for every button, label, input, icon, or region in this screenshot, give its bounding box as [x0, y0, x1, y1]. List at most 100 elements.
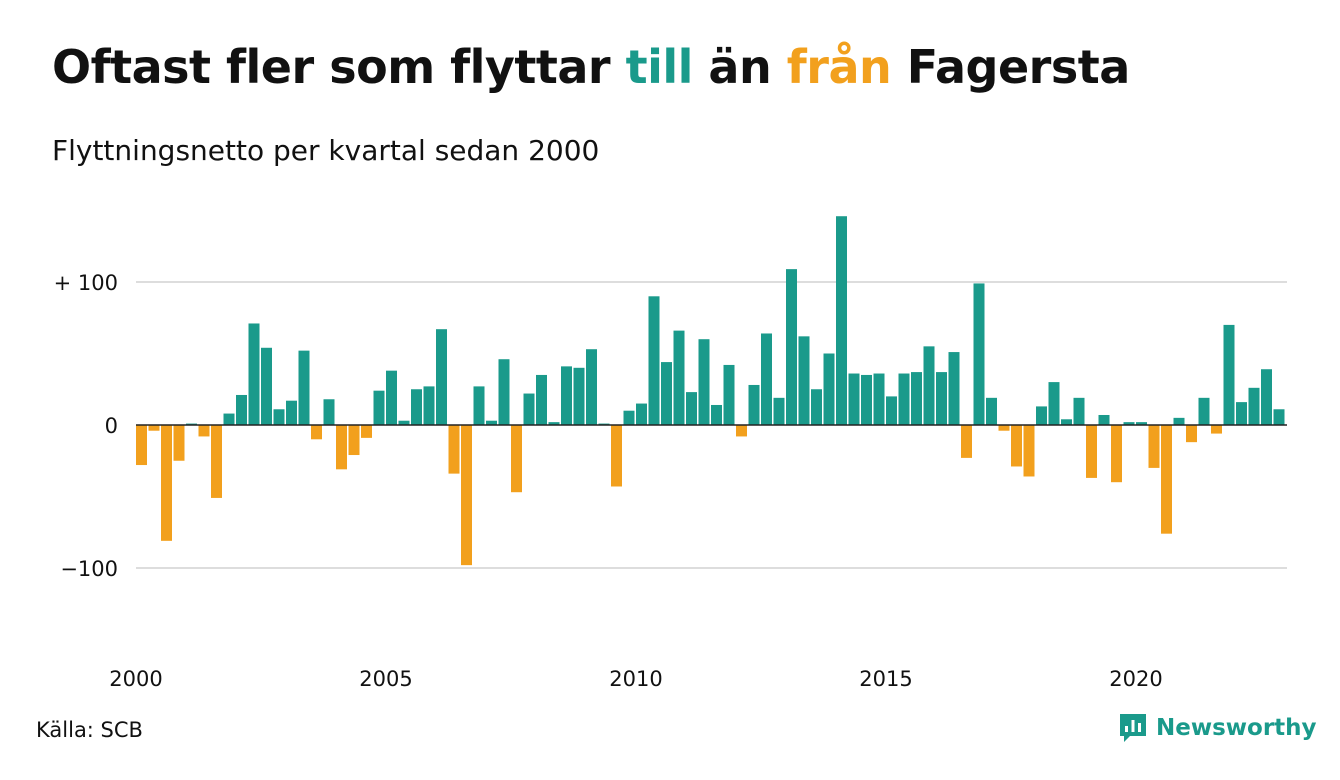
bar — [636, 403, 647, 425]
bar — [861, 374, 872, 425]
x-tick-label: 2020 — [1109, 667, 1162, 691]
bar — [273, 409, 285, 425]
source-note: Källa: SCB — [36, 718, 143, 742]
y-tick-label: + 100 — [54, 271, 118, 295]
bar — [1098, 414, 1110, 425]
x-tick-label: 2005 — [359, 667, 412, 691]
bar — [323, 399, 335, 425]
bar — [511, 425, 522, 493]
bar — [148, 425, 160, 431]
bar — [573, 367, 585, 425]
bar — [611, 425, 622, 487]
bar — [161, 425, 172, 541]
bar — [948, 352, 960, 425]
bar — [936, 372, 947, 425]
bar — [1161, 425, 1172, 534]
bar — [923, 346, 935, 425]
bar — [686, 392, 697, 425]
bar — [348, 425, 360, 456]
bar — [673, 330, 685, 425]
bar — [523, 393, 535, 425]
bar — [1148, 425, 1160, 468]
bar — [898, 373, 910, 425]
bar — [486, 420, 497, 425]
newsworthy-logo-text: Newsworthy — [1156, 715, 1317, 741]
bar — [1248, 387, 1260, 425]
bar — [1198, 397, 1210, 425]
bar — [498, 359, 510, 425]
bar — [136, 425, 147, 466]
bar — [648, 296, 660, 425]
bar — [661, 362, 672, 425]
bar — [261, 347, 272, 425]
bar — [1173, 417, 1185, 425]
bar — [461, 425, 472, 566]
bar — [1111, 425, 1122, 483]
chart-title: Oftast fler som flyttar till än från Fag… — [52, 40, 1130, 94]
bar — [986, 397, 997, 425]
bar — [1211, 425, 1222, 434]
bar — [286, 400, 297, 425]
bar — [1011, 425, 1022, 467]
bar — [873, 373, 885, 425]
bar — [361, 425, 372, 438]
bar — [836, 216, 847, 425]
chart-subtitle: Flyttningsnetto per kvartal sedan 2000 — [52, 134, 600, 167]
bar — [473, 386, 485, 425]
bar — [298, 350, 310, 425]
bar — [773, 397, 785, 425]
bar — [761, 333, 772, 425]
bar — [1023, 425, 1035, 477]
x-tick-label: 2010 — [609, 667, 662, 691]
bar — [173, 425, 185, 461]
y-tick-label: 0 — [105, 414, 118, 438]
bar — [561, 366, 572, 425]
bar — [386, 370, 397, 425]
bar — [1186, 425, 1197, 443]
bar — [311, 425, 322, 440]
title-negative-word: från — [786, 40, 892, 94]
bar — [973, 283, 985, 425]
bar — [1223, 324, 1235, 425]
bar — [736, 425, 747, 437]
bar — [886, 396, 897, 425]
bar — [786, 269, 797, 425]
bar — [961, 425, 972, 458]
bar — [998, 425, 1010, 431]
bar — [423, 386, 435, 425]
bar — [586, 349, 597, 425]
bar — [548, 422, 560, 425]
newsworthy-logo-icon — [1120, 714, 1146, 742]
bar — [211, 425, 222, 498]
newsworthy-logo[interactable]: Newsworthy — [1118, 712, 1317, 744]
bar — [1236, 402, 1247, 425]
bar — [1136, 422, 1147, 425]
title-positive-word: till — [625, 40, 694, 94]
bar — [848, 373, 860, 425]
title-text-1: Oftast fler som flyttar — [52, 40, 626, 94]
bar — [1273, 409, 1285, 425]
bar — [798, 336, 810, 425]
bar — [248, 323, 260, 425]
bar — [823, 353, 835, 425]
bar — [748, 384, 760, 425]
bar — [723, 364, 735, 425]
bar — [398, 420, 410, 425]
bar — [1061, 419, 1072, 425]
bar — [623, 410, 635, 425]
bar — [1048, 382, 1060, 425]
bar — [1086, 425, 1097, 478]
x-tick-label: 2000 — [109, 667, 162, 691]
bar — [448, 425, 460, 474]
bar — [1073, 397, 1085, 425]
bar — [198, 425, 210, 437]
bar — [236, 394, 247, 425]
bar — [911, 372, 922, 425]
axis-labels: + 100 0 −100 2000 2005 2010 2015 2020 — [54, 271, 1163, 691]
bar — [1261, 369, 1272, 425]
bar — [336, 425, 347, 470]
bar — [698, 339, 710, 425]
bars — [136, 216, 1285, 566]
bar — [1123, 422, 1135, 425]
